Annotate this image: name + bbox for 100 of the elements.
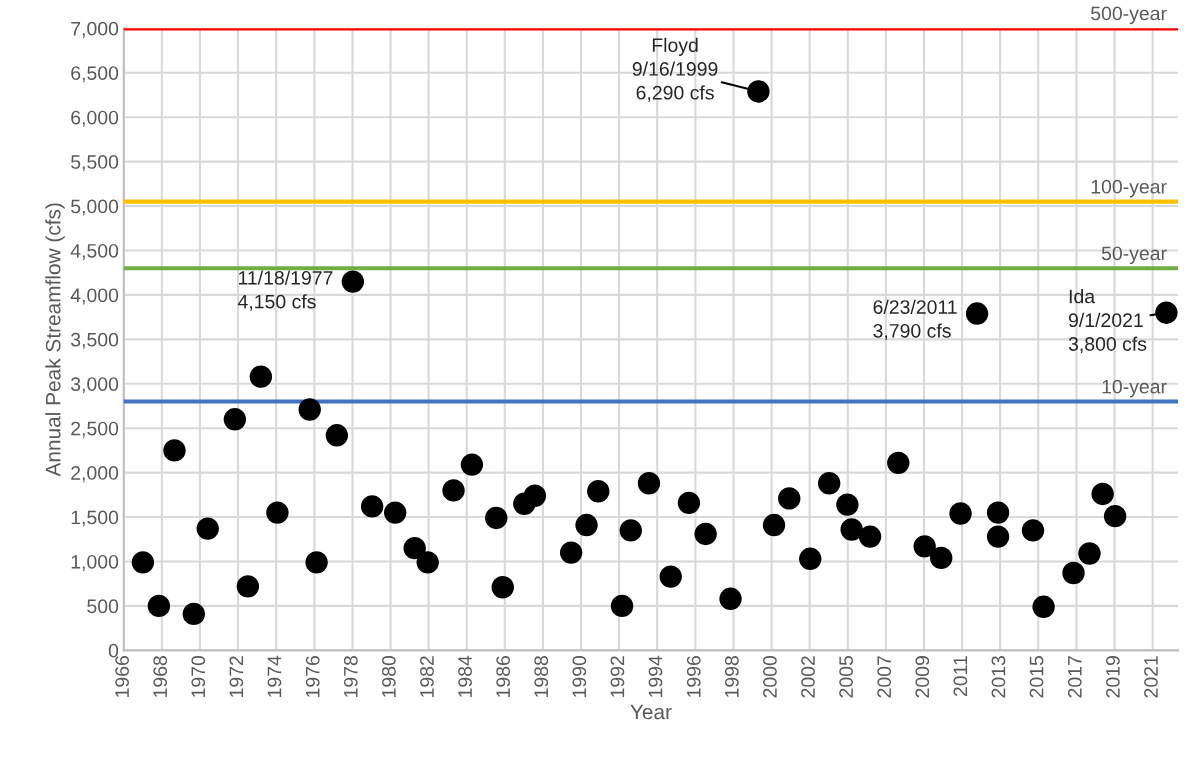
x-tick-label: 1976 <box>305 656 320 697</box>
point <box>384 501 407 524</box>
point <box>1103 504 1127 528</box>
ref-line-label: 10-year <box>1102 379 1167 398</box>
x-tick-label: 2005 <box>839 656 853 698</box>
point <box>619 519 642 542</box>
annotation: Ida 9/1/2021 3,800 cfs <box>1068 289 1147 354</box>
point <box>298 398 321 421</box>
y-tick-label: 3,500 <box>70 332 119 349</box>
point <box>637 472 661 495</box>
x-tick-label: 1996 <box>686 656 701 697</box>
point <box>836 493 859 516</box>
x-tick-label: 1990 <box>572 655 587 697</box>
x-tick-label: 2017 <box>1067 656 1082 698</box>
point <box>341 270 365 293</box>
ref-line-label: 50-year <box>1101 246 1167 265</box>
point <box>266 501 289 524</box>
y-tick-label: 5,500 <box>71 155 119 172</box>
point <box>491 576 514 599</box>
point <box>236 575 260 598</box>
x-tick-label: 2007 <box>877 656 892 698</box>
y-tick-label: 2,000 <box>71 466 119 483</box>
x-tick-label: 1998 <box>724 656 739 697</box>
point <box>587 480 610 503</box>
point <box>986 525 1010 548</box>
point <box>1021 519 1045 542</box>
x-tick-label: 1994 <box>648 655 663 697</box>
x-tick-label: 1986 <box>496 656 511 697</box>
point <box>559 541 583 564</box>
x-tick-label: 1966 <box>115 656 129 697</box>
point <box>360 495 384 518</box>
point <box>1091 482 1114 506</box>
point <box>523 484 547 507</box>
point <box>949 502 972 525</box>
point <box>747 80 770 103</box>
point <box>325 424 349 447</box>
point <box>416 551 439 574</box>
point <box>147 594 171 618</box>
ref-line-label: 100-year <box>1091 179 1167 198</box>
y-tick-label: 1,000 <box>71 554 119 572</box>
point <box>163 439 186 462</box>
ref-line-label: 500-year <box>1091 6 1167 25</box>
x-tick-label: 2013 <box>991 656 1006 698</box>
point <box>986 501 1010 524</box>
x-axis-title: Year <box>630 704 672 720</box>
y-tick-label: 500 <box>87 599 119 614</box>
point <box>610 594 634 618</box>
x-tick-label: 1984 <box>458 655 472 697</box>
y-tick-label: 6,000 <box>71 110 119 127</box>
x-tick-label: 1982 <box>420 656 434 697</box>
y-tick-label: 4,500 <box>70 243 119 261</box>
x-tick-label: 2019 <box>1106 656 1120 698</box>
point <box>659 565 682 588</box>
point <box>913 535 936 558</box>
x-tick-label: 2021 <box>1144 656 1158 698</box>
point <box>858 525 882 548</box>
x-tick-label: 1988 <box>534 656 549 697</box>
x-tick-label: 1974 <box>267 655 282 697</box>
y-axis-title: Annual Peak Streamflow (cfs) <box>45 203 65 477</box>
point <box>719 587 742 610</box>
annotation: 11/18/1977 4,150 cfs <box>237 270 333 311</box>
point <box>196 517 219 540</box>
x-tick-label: 2000 <box>763 655 777 698</box>
x-tick-label: 2002 <box>801 656 815 698</box>
point <box>460 453 484 476</box>
point <box>1078 542 1101 565</box>
point <box>694 522 717 546</box>
annotation: Floyd 9/16/1999 6,290 cfs <box>632 37 718 102</box>
point <box>1062 561 1085 585</box>
point <box>131 551 155 574</box>
x-tick-label: 2011 <box>953 656 968 697</box>
y-tick-label: 1,500 <box>71 510 119 527</box>
point <box>182 602 205 626</box>
point <box>778 487 801 510</box>
point <box>485 506 508 530</box>
point <box>818 472 841 495</box>
y-tick-label: 2,500 <box>71 421 119 438</box>
point <box>887 451 910 475</box>
y-tick-label: 4,000 <box>70 288 119 305</box>
annotation: 6/23/2011 3,790 cfs <box>873 299 957 341</box>
y-tick-label: 3,000 <box>70 377 119 394</box>
x-tick-label: 1970 <box>191 655 206 697</box>
point <box>677 491 701 515</box>
point <box>1032 595 1055 618</box>
point <box>305 551 328 574</box>
y-tick-label: 5,000 <box>71 199 119 216</box>
point <box>930 546 953 570</box>
point <box>442 479 465 502</box>
point <box>575 513 598 537</box>
point <box>840 518 863 541</box>
x-tick-label: 1980 <box>382 655 396 697</box>
point <box>249 365 273 388</box>
point <box>223 408 247 431</box>
point <box>762 513 786 537</box>
y-tick-label: 7,000 <box>71 21 119 38</box>
x-tick-label: 1992 <box>610 656 625 697</box>
x-tick-label: 1972 <box>229 656 244 697</box>
x-tick-label: 2015 <box>1029 656 1044 698</box>
x-tick-label: 2009 <box>915 656 930 698</box>
point <box>799 547 822 571</box>
